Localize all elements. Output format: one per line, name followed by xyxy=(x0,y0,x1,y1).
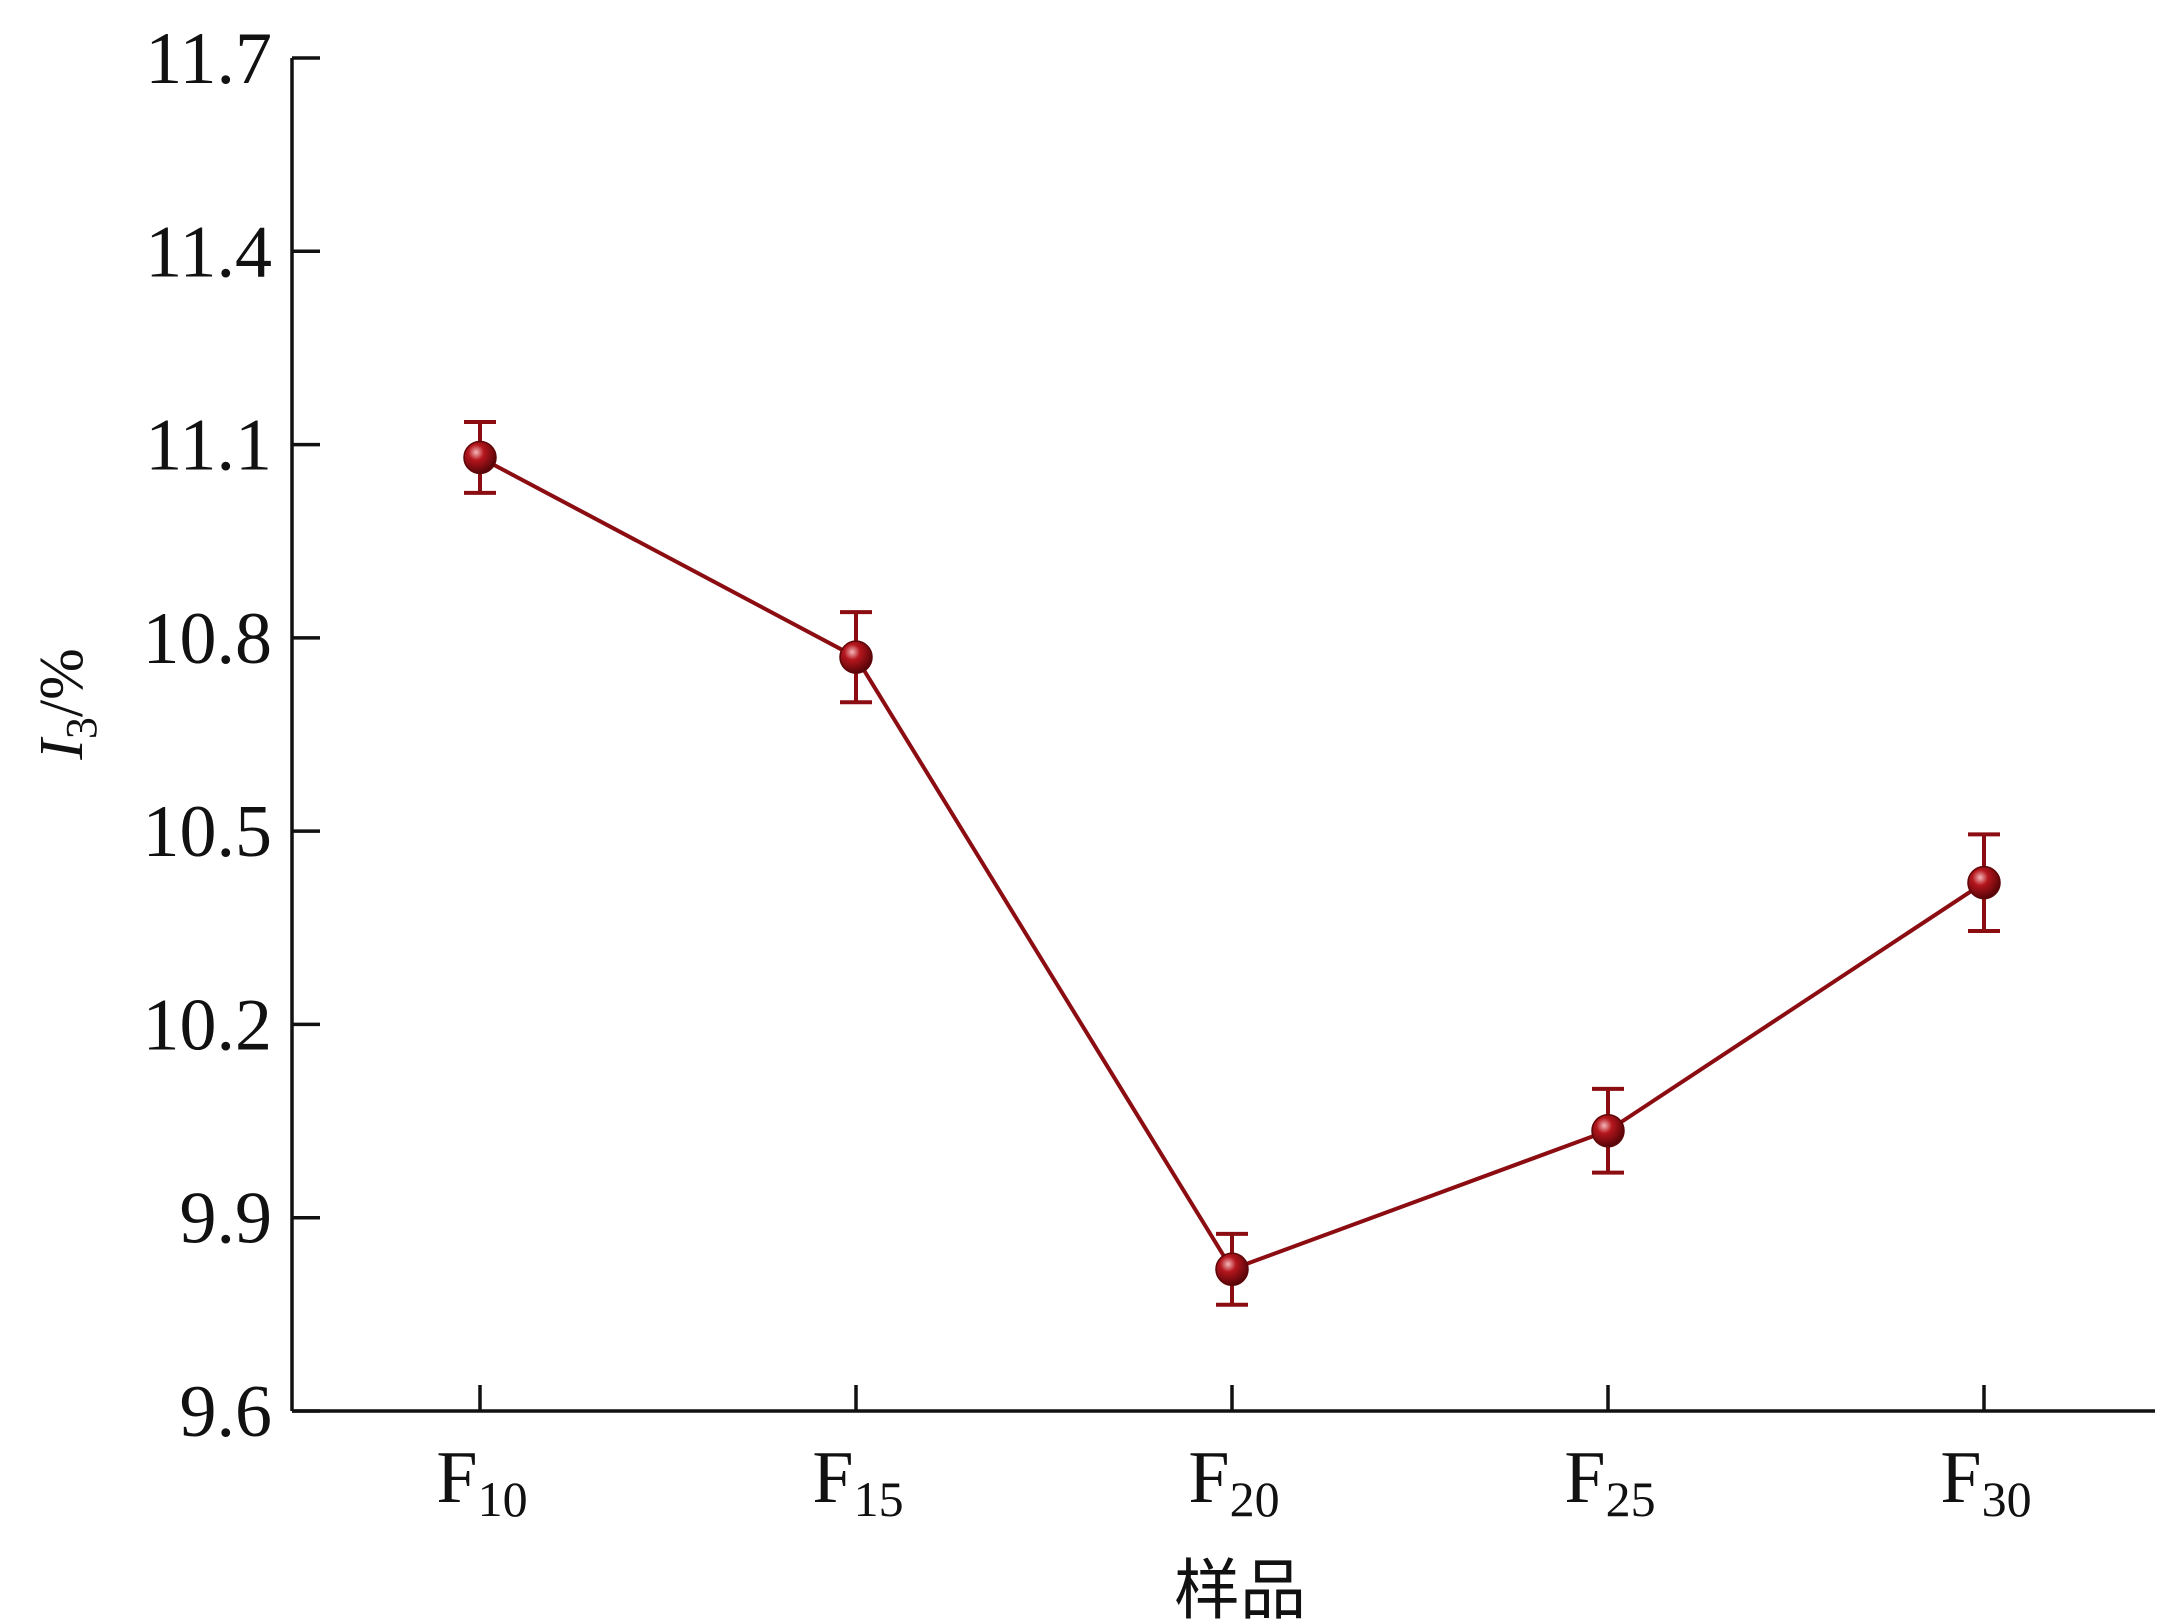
error-bars xyxy=(464,420,2000,1307)
y-tick-label: 10.5 xyxy=(143,791,273,873)
y-tick-label: 10.8 xyxy=(143,598,273,680)
y-tick-label: 9.6 xyxy=(180,1371,273,1453)
x-axis-title: 样品 xyxy=(1174,1552,1306,1623)
y-tick-label: 9.9 xyxy=(180,1178,273,1260)
y-axis-title-sub: 3 xyxy=(57,717,106,739)
data-point xyxy=(463,440,497,475)
x-tick-label: F25 xyxy=(1564,1437,1655,1527)
y-axis-ticks: 9.6 9.9 10.2 10.5 10.8 11.1 11.4 11.7 xyxy=(143,18,320,1453)
data-point xyxy=(839,640,873,674)
data-point xyxy=(1967,865,2001,900)
data-point xyxy=(1591,1113,1625,1148)
y-axis-title-rest: /% xyxy=(28,648,96,717)
x-tick-label: F10 xyxy=(436,1437,527,1527)
x-axis-ticks: F10 F15 F20 F25 F30 xyxy=(436,1385,2032,1527)
x-tick-label-sub: 25 xyxy=(1606,1471,1656,1527)
y-tick-label: 11.1 xyxy=(145,405,272,487)
x-tick-label-sub: 20 xyxy=(1230,1471,1280,1527)
x-tick-label-sub: 10 xyxy=(478,1471,528,1527)
x-tick-label-main: F xyxy=(436,1437,477,1519)
x-tick-label-sub: 15 xyxy=(854,1471,904,1527)
x-tick-label: F20 xyxy=(1188,1437,1279,1527)
y-tick-label: 11.4 xyxy=(145,211,272,293)
y-axis-title-main: I xyxy=(28,736,96,761)
y-tick-label: 11.7 xyxy=(145,18,272,100)
y-tick-label: 10.2 xyxy=(143,984,273,1066)
x-tick-label-main: F xyxy=(812,1437,853,1519)
x-tick-label-main: F xyxy=(1564,1437,1605,1519)
y-axis-title: I3/% xyxy=(28,648,106,761)
data-point xyxy=(1215,1252,1249,1287)
x-tick-label: F30 xyxy=(1940,1437,2031,1527)
x-tick-label-main: F xyxy=(1940,1437,1981,1519)
x-tick-label-main: F xyxy=(1188,1437,1229,1519)
series-line xyxy=(479,455,1986,1272)
data-markers xyxy=(463,440,2001,1287)
x-tick-label: F15 xyxy=(812,1437,903,1527)
x-tick-label-sub: 30 xyxy=(1982,1471,2032,1527)
